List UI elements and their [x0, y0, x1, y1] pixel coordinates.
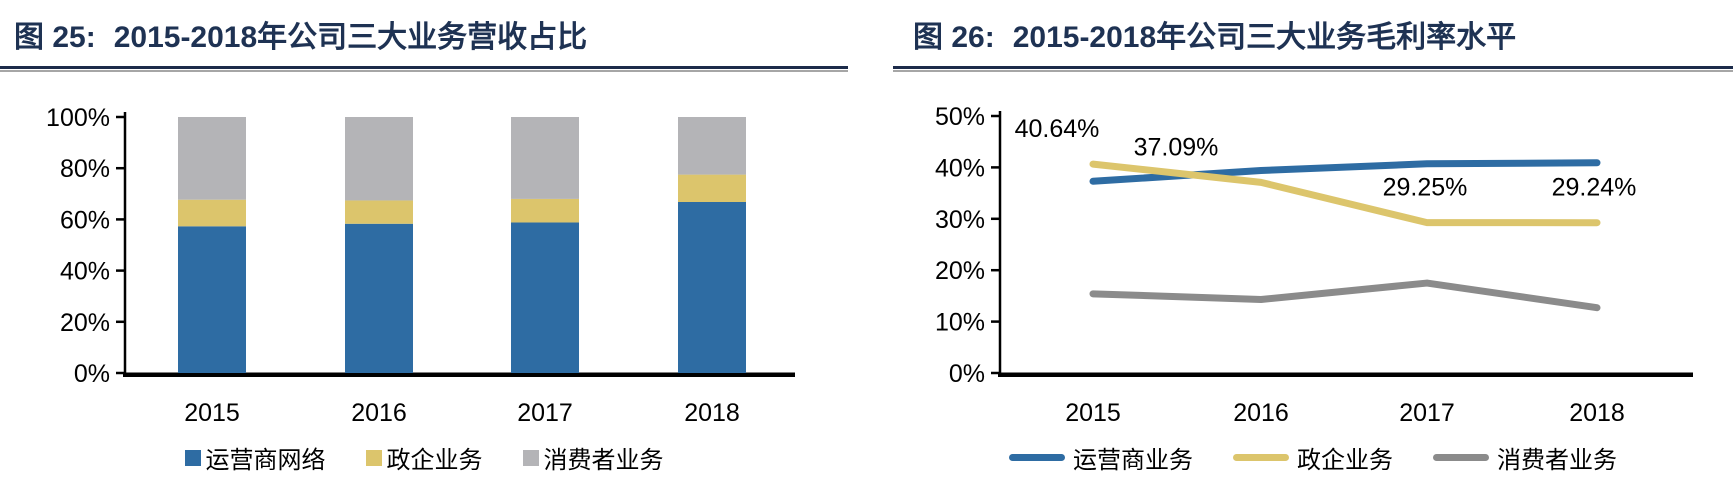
series-line	[1089, 160, 1601, 227]
legend-item: 运营商网络	[184, 440, 326, 475]
legend-item: 消费者业务	[1433, 440, 1617, 475]
figure-26-header: 图 26: 2015-2018年公司三大业务毛利率水平	[893, 12, 1733, 56]
rule-gray-line	[0, 70, 848, 72]
x-axis-label: 2015	[184, 399, 240, 427]
legend-swatch	[1433, 454, 1489, 461]
bar-segment	[345, 117, 413, 201]
legend-swatch	[1233, 454, 1289, 461]
x-axis	[123, 372, 795, 377]
series-line	[1089, 279, 1601, 312]
bar-segment	[178, 226, 246, 373]
x-axis-label: 2016	[1233, 399, 1289, 427]
y-tick-label: 20%	[60, 309, 110, 337]
y-tick-label: 40%	[60, 258, 110, 286]
data-label: 29.25%	[1383, 174, 1468, 202]
bar-segment	[178, 199, 246, 227]
legend-label: 消费者业务	[543, 447, 664, 474]
bar-segment	[345, 200, 413, 224]
legend-swatch	[184, 449, 201, 466]
rule-navy-line	[893, 66, 1733, 69]
gross-margin-line-chart: 0% 10% 20% 30% 40% 50% 2015 2016 2017 2018 40.64% 3…	[935, 103, 1693, 427]
figure-26-panel: 图 26: 2015-2018年公司三大业务毛利率水平 0% 10% 20% 30% 40…	[893, 0, 1733, 500]
data-label: 37.09%	[1134, 133, 1219, 161]
rule-navy-line	[0, 66, 848, 69]
y-tick-label: 80%	[60, 155, 110, 183]
legend-item: 政企业务	[365, 440, 483, 475]
title-rule	[893, 66, 1733, 72]
legend-label: 政企业务	[1297, 447, 1393, 474]
legend-item: 消费者业务	[522, 440, 664, 475]
legend-label: 消费者业务	[1497, 447, 1617, 474]
bar-segment	[678, 174, 746, 202]
x-axis-label: 2016	[351, 399, 407, 427]
figure-number: 图 25:	[14, 21, 96, 54]
legend-item: 政企业务	[1233, 440, 1393, 475]
y-tick-label: 30%	[935, 206, 985, 234]
figure-25-panel: 图 25: 2015-2018年公司三大业务营收占比 0% 20% 40% 60% 80%…	[0, 0, 848, 500]
figure-number: 图 26:	[913, 21, 995, 54]
y-tick-label: 20%	[935, 257, 985, 285]
x-axis-label: 2018	[684, 399, 740, 427]
data-label: 40.64%	[1015, 115, 1100, 143]
y-tick-label: 100%	[46, 104, 110, 132]
legend-swatch	[1009, 454, 1065, 461]
y-tick-label: 10%	[935, 309, 985, 337]
bar-segment	[178, 117, 246, 200]
x-axis	[998, 372, 1693, 377]
y-tick-label: 0%	[949, 360, 985, 388]
x-axis-label: 2018	[1569, 399, 1625, 427]
bar-segment	[678, 201, 746, 373]
legend-label: 运营商网络	[205, 447, 326, 474]
y-tick-label: 0%	[74, 360, 110, 388]
y-tick-label: 50%	[935, 103, 985, 131]
x-axis-label: 2017	[1399, 399, 1455, 427]
bar-segment	[511, 222, 579, 373]
legend-swatch	[365, 449, 382, 466]
figure-25-header: 图 25: 2015-2018年公司三大业务营收占比	[0, 12, 848, 56]
revenue-share-legend: 运营商网络 政企业务 消费者业务	[0, 440, 848, 475]
bar-segment	[511, 117, 579, 199]
figure-title: 2015-2018年公司三大业务毛利率水平	[1012, 21, 1517, 54]
revenue-share-stacked-bar-chart: 0% 20% 40% 60% 80% 100% 2015 2016 2017 2018	[46, 104, 795, 427]
x-axis-label: 2017	[517, 399, 573, 427]
figure-title: 2015-2018年公司三大业务营收占比	[113, 21, 588, 54]
gross-margin-legend: 运营商业务 政企业务 消费者业务	[893, 440, 1733, 475]
rule-gray-line	[893, 70, 1733, 72]
data-label: 29.24%	[1552, 174, 1637, 202]
bar-segment	[345, 223, 413, 373]
y-tick-label: 40%	[935, 154, 985, 182]
legend-item: 运营商业务	[1009, 440, 1193, 475]
bar-segment	[678, 117, 746, 175]
bar-segment	[511, 198, 579, 223]
legend-label: 政企业务	[386, 447, 483, 474]
title-rule	[0, 66, 848, 72]
legend-label: 运营商业务	[1073, 447, 1193, 474]
y-tick-label: 60%	[60, 206, 110, 234]
x-axis-label: 2015	[1065, 399, 1121, 427]
legend-swatch	[522, 449, 539, 466]
